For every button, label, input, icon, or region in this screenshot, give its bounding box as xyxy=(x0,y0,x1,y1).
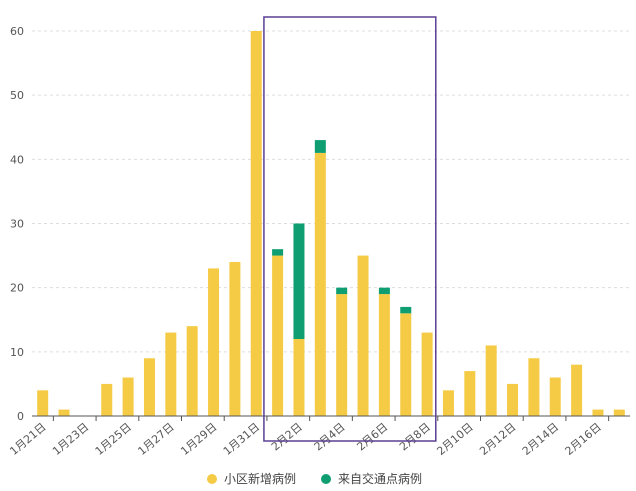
y-tick-label: 20 xyxy=(10,282,24,295)
bar-community xyxy=(464,371,476,416)
x-tick-label: 2月6日 xyxy=(354,420,390,453)
x-tick-label: 2月2日 xyxy=(269,420,305,453)
x-tick-label: 2月12日 xyxy=(477,420,518,458)
bar-community xyxy=(613,409,625,416)
legend-marker-transit xyxy=(321,474,331,484)
legend-marker-community xyxy=(207,474,217,484)
x-tick-label: 2月16日 xyxy=(563,420,604,458)
bar-community xyxy=(485,345,497,416)
x-tick-label: 2月14日 xyxy=(520,420,561,458)
bar-community xyxy=(528,358,540,416)
bar-community xyxy=(442,390,454,416)
bar-community xyxy=(58,409,70,416)
bar-community xyxy=(357,255,369,416)
bar-transit xyxy=(400,306,412,314)
x-tick-label: 1月29日 xyxy=(178,420,219,458)
bar-community xyxy=(592,409,604,416)
bar-community xyxy=(143,358,155,416)
x-tick-label: 1月23日 xyxy=(50,420,91,458)
y-tick-label: 40 xyxy=(10,153,24,166)
bar-community xyxy=(336,294,348,416)
bar-community xyxy=(208,268,220,416)
bar-transit xyxy=(314,140,326,153)
x-tick-label: 1月21日 xyxy=(7,420,48,458)
bar-transit xyxy=(293,223,305,339)
bar-community xyxy=(250,31,262,416)
bar-community xyxy=(314,152,326,416)
bar-community xyxy=(400,313,412,416)
bar-community xyxy=(571,364,583,416)
legend-label: 小区新增病例 xyxy=(224,471,296,486)
x-tick-label: 1月25日 xyxy=(93,420,134,458)
y-tick-label: 0 xyxy=(17,410,24,423)
bar-community xyxy=(186,326,198,416)
grid-lines xyxy=(32,30,630,353)
highlight-box xyxy=(263,16,437,442)
bars xyxy=(37,31,625,416)
bar-community xyxy=(421,332,433,416)
bar-transit xyxy=(336,287,348,295)
bar-community xyxy=(507,383,519,416)
highlight-rect xyxy=(263,16,437,442)
legend: 小区新增病例 来自交通点病例 xyxy=(207,471,422,486)
x-tick-label: 2月8日 xyxy=(397,420,433,453)
bar-transit xyxy=(272,249,284,256)
bar-transit xyxy=(378,287,390,295)
legend-label: 来自交通点病例 xyxy=(338,471,422,486)
bar-community xyxy=(293,339,305,416)
x-tick-label: 2月4日 xyxy=(312,420,348,453)
y-tick-label: 60 xyxy=(10,25,24,38)
x-tick-label: 1月27日 xyxy=(135,420,176,458)
y-tick-label: 10 xyxy=(10,346,24,359)
bar-community xyxy=(37,390,49,416)
x-tick-label: 1月31日 xyxy=(221,420,262,458)
bar-community xyxy=(549,377,561,416)
bar-community xyxy=(165,332,177,416)
bar-community xyxy=(272,255,284,416)
bar-community xyxy=(101,383,113,416)
x-tick-label: 2月10日 xyxy=(434,420,475,458)
y-tick-label: 30 xyxy=(10,218,24,231)
bar-community xyxy=(229,262,241,416)
bar-community xyxy=(378,294,390,416)
bar-community xyxy=(122,377,134,416)
y-tick-label: 50 xyxy=(10,89,24,102)
